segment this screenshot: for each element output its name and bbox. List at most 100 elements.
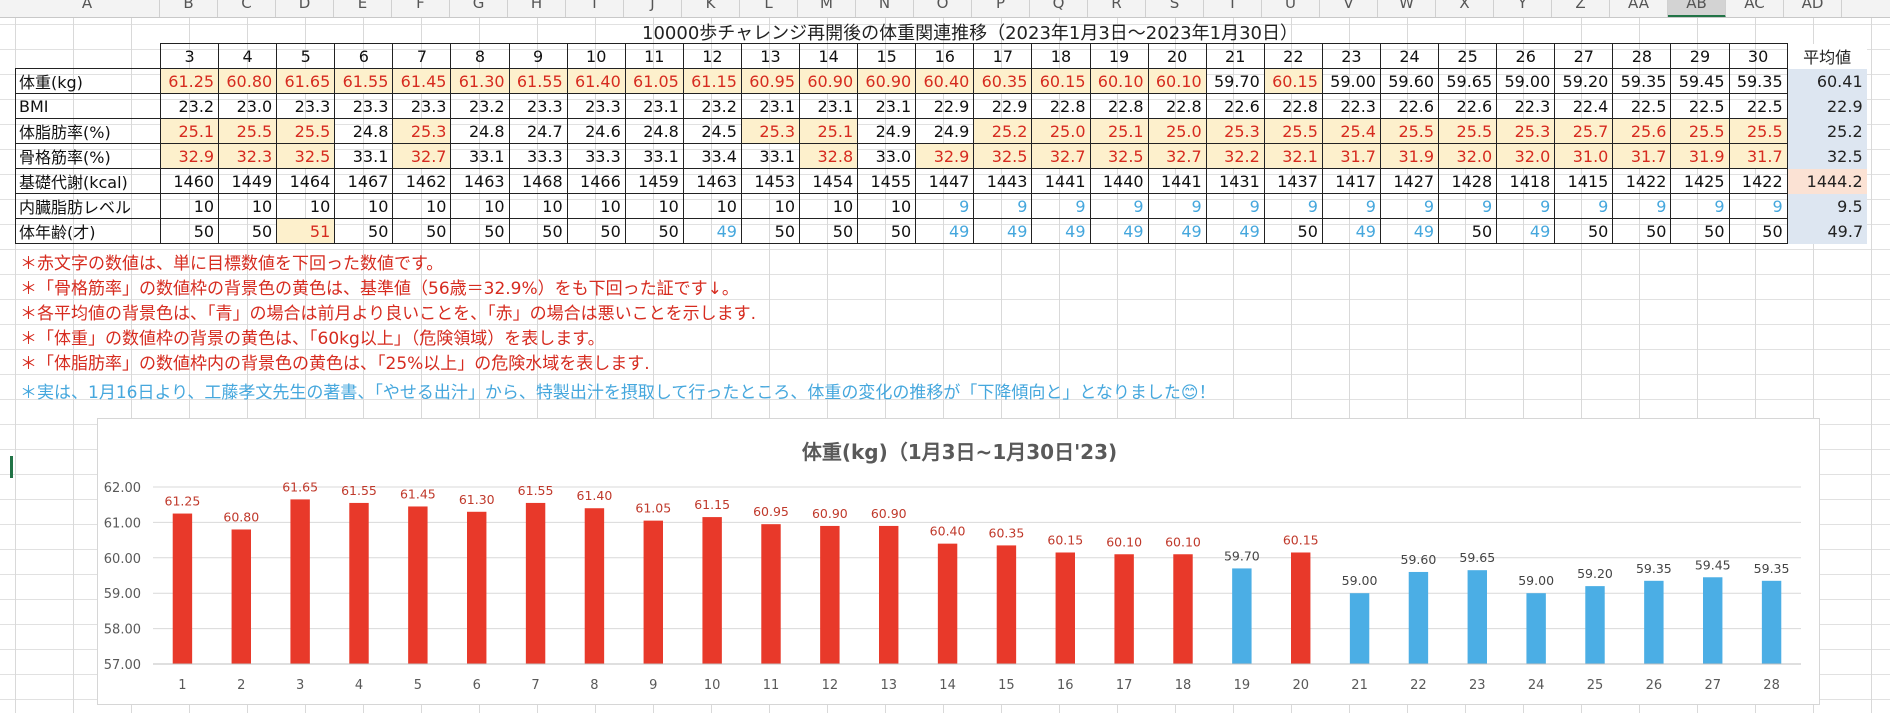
data-cell[interactable]: 25.0 bbox=[1147, 118, 1207, 144]
data-cell[interactable]: 59.65 bbox=[1438, 68, 1498, 94]
data-cell[interactable]: 10 bbox=[566, 193, 626, 219]
data-cell[interactable]: 22.6 bbox=[1379, 93, 1440, 119]
column-header-ac[interactable]: AC bbox=[1726, 0, 1784, 17]
data-cell[interactable]: 50 bbox=[1438, 218, 1498, 244]
data-cell[interactable]: 33.3 bbox=[508, 143, 568, 169]
data-cell[interactable]: 10 bbox=[276, 193, 336, 219]
data-cell[interactable]: 1464 bbox=[276, 168, 336, 194]
weight-bar-chart[interactable]: 体重(kg)（1月3日~1月30日'23) 57.00 58.00 59.00 60.0… bbox=[97, 418, 1820, 705]
data-cell[interactable]: 1437 bbox=[1263, 168, 1323, 194]
data-cell[interactable]: 9 bbox=[1554, 193, 1614, 219]
data-cell[interactable]: 22.9 bbox=[915, 93, 975, 119]
data-cell[interactable]: 50 bbox=[1670, 218, 1730, 244]
average-value-cell[interactable]: 32.5 bbox=[1787, 143, 1868, 169]
data-cell[interactable]: 50 bbox=[740, 218, 801, 244]
data-cell[interactable]: 9 bbox=[1496, 193, 1556, 219]
data-cell[interactable]: 9 bbox=[1438, 193, 1498, 219]
data-cell[interactable]: 31.7 bbox=[1612, 143, 1672, 169]
data-cell[interactable]: 60.80 bbox=[218, 68, 278, 94]
column-header-o[interactable]: O bbox=[914, 0, 972, 17]
column-header-v[interactable]: V bbox=[1320, 0, 1378, 17]
day-header-cell[interactable]: 29 bbox=[1670, 43, 1730, 69]
data-cell[interactable]: 60.35 bbox=[973, 68, 1033, 94]
day-header-cell[interactable]: 5 bbox=[276, 43, 336, 69]
data-cell[interactable]: 25.5 bbox=[218, 118, 278, 144]
day-header-cell[interactable]: 14 bbox=[799, 43, 859, 69]
data-cell[interactable]: 32.5 bbox=[276, 143, 336, 169]
data-cell[interactable]: 25.5 bbox=[1670, 118, 1730, 144]
day-header-cell[interactable]: 18 bbox=[1031, 43, 1091, 69]
data-cell[interactable]: 49 bbox=[1205, 218, 1265, 244]
column-header-r[interactable]: R bbox=[1088, 0, 1146, 17]
average-value-cell[interactable]: 22.9 bbox=[1787, 93, 1868, 119]
row-label-cell[interactable]: 体脂肪率(%) bbox=[15, 118, 161, 144]
data-cell[interactable]: 33.1 bbox=[334, 143, 394, 169]
day-header-cell[interactable]: 11 bbox=[624, 43, 684, 69]
data-cell[interactable]: 22.8 bbox=[1147, 93, 1207, 119]
data-cell[interactable]: 50 bbox=[159, 218, 220, 244]
data-cell[interactable]: 50 bbox=[508, 218, 568, 244]
column-header-ab[interactable]: AB bbox=[1668, 0, 1726, 17]
data-cell[interactable]: 9 bbox=[1728, 193, 1788, 219]
column-header-s[interactable]: S bbox=[1146, 0, 1204, 17]
data-cell[interactable]: 59.35 bbox=[1728, 68, 1788, 94]
data-cell[interactable]: 1415 bbox=[1554, 168, 1614, 194]
data-cell[interactable]: 22.6 bbox=[1438, 93, 1498, 119]
data-cell[interactable]: 25.3 bbox=[392, 118, 452, 144]
data-cell[interactable]: 22.6 bbox=[1205, 93, 1265, 119]
data-cell[interactable]: 49 bbox=[973, 218, 1033, 244]
data-cell[interactable]: 60.15 bbox=[1031, 68, 1091, 94]
column-header-h[interactable]: H bbox=[508, 0, 566, 17]
data-cell[interactable]: 10 bbox=[218, 193, 278, 219]
data-cell[interactable]: 31.7 bbox=[1321, 143, 1381, 169]
column-header-bar[interactable]: A B C D E F G H I J K L M N O P Q R S T U V W X Y Z AA AB AC AD bbox=[0, 0, 1890, 18]
data-cell[interactable]: 22.3 bbox=[1321, 93, 1381, 119]
column-header-e[interactable]: E bbox=[334, 0, 392, 17]
data-cell[interactable]: 22.3 bbox=[1496, 93, 1556, 119]
data-cell[interactable]: 32.5 bbox=[973, 143, 1033, 169]
data-cell[interactable]: 10 bbox=[857, 193, 917, 219]
data-cell[interactable]: 25.1 bbox=[799, 118, 859, 144]
data-cell[interactable]: 1418 bbox=[1496, 168, 1556, 194]
day-header-cell[interactable]: 17 bbox=[973, 43, 1033, 69]
data-cell[interactable]: 49 bbox=[682, 218, 742, 244]
data-cell[interactable]: 1463 bbox=[682, 168, 742, 194]
column-header-k[interactable]: K bbox=[682, 0, 740, 17]
data-cell[interactable]: 25.5 bbox=[276, 118, 336, 144]
data-cell[interactable]: 24.9 bbox=[857, 118, 917, 144]
column-header-m[interactable]: M bbox=[798, 0, 856, 17]
data-cell[interactable]: 32.8 bbox=[799, 143, 859, 169]
data-cell[interactable]: 33.1 bbox=[624, 143, 684, 169]
column-header-b[interactable]: B bbox=[160, 0, 218, 17]
data-cell[interactable]: 61.30 bbox=[450, 68, 510, 94]
data-cell[interactable]: 33.1 bbox=[740, 143, 801, 169]
data-cell[interactable]: 9 bbox=[1263, 193, 1323, 219]
day-header-cell[interactable]: 12 bbox=[682, 43, 742, 69]
data-cell[interactable]: 33.1 bbox=[450, 143, 510, 169]
data-cell[interactable]: 25.4 bbox=[1321, 118, 1381, 144]
data-cell[interactable]: 23.3 bbox=[334, 93, 394, 119]
data-cell[interactable]: 9 bbox=[1031, 193, 1091, 219]
row-label-cell[interactable]: BMI bbox=[15, 93, 161, 119]
column-header-c[interactable]: C bbox=[218, 0, 276, 17]
data-cell[interactable]: 49 bbox=[1379, 218, 1440, 244]
data-cell[interactable]: 25.3 bbox=[740, 118, 801, 144]
data-cell[interactable]: 60.10 bbox=[1089, 68, 1149, 94]
data-cell[interactable]: 10 bbox=[334, 193, 394, 219]
data-cell[interactable]: 59.20 bbox=[1554, 68, 1614, 94]
column-header-q[interactable]: Q bbox=[1030, 0, 1088, 17]
data-cell[interactable]: 50 bbox=[1554, 218, 1614, 244]
column-header-z[interactable]: Z bbox=[1552, 0, 1610, 17]
data-cell[interactable]: 33.0 bbox=[857, 143, 917, 169]
data-cell[interactable]: 25.5 bbox=[1379, 118, 1440, 144]
data-cell[interactable]: 32.0 bbox=[1496, 143, 1556, 169]
day-header-cell[interactable]: 28 bbox=[1612, 43, 1672, 69]
data-cell[interactable]: 25.0 bbox=[1031, 118, 1091, 144]
data-cell[interactable]: 1441 bbox=[1031, 168, 1091, 194]
row-label-cell[interactable]: 基礎代謝(kcal) bbox=[15, 168, 161, 194]
day-header-cell[interactable]: 10 bbox=[566, 43, 626, 69]
data-cell[interactable]: 61.25 bbox=[159, 68, 220, 94]
data-cell[interactable]: 50 bbox=[857, 218, 917, 244]
data-cell[interactable]: 9 bbox=[915, 193, 975, 219]
column-header-g[interactable]: G bbox=[450, 0, 508, 17]
